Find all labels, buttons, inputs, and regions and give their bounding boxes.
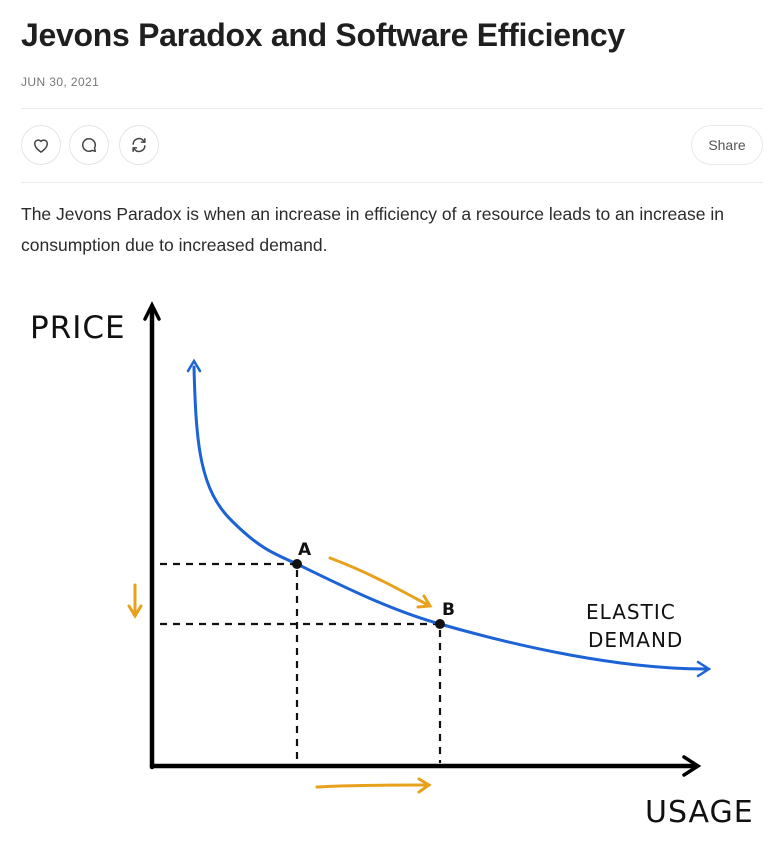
- curve-label-line1: ELASTIC: [586, 600, 676, 624]
- x-axis-arrowhead: [682, 755, 702, 777]
- price-down-arrowhead: [127, 604, 143, 619]
- restack-button[interactable]: [119, 125, 159, 165]
- comment-icon: [81, 137, 97, 152]
- divider-bottom: [21, 182, 763, 183]
- x-axis-label: USAGE: [645, 795, 754, 830]
- point-a: [292, 559, 302, 569]
- diagram-axes: [143, 301, 702, 777]
- point-a-label: A: [298, 540, 312, 560]
- a-to-b-arrow: [328, 556, 430, 607]
- article-title: Jevons Paradox and Software Efficiency: [21, 17, 625, 53]
- y-axis-label: PRICE: [30, 310, 126, 346]
- article-paragraph: The Jevons Paradox is when an increase i…: [21, 204, 724, 255]
- curve-label-line2: DEMAND: [588, 628, 683, 652]
- publish-date: JUN 30, 2021: [21, 75, 100, 89]
- usage-up-arrow: [315, 783, 430, 789]
- point-b: [435, 619, 445, 629]
- point-b-label: B: [442, 600, 455, 620]
- y-axis-arrowhead: [143, 301, 161, 321]
- demand-curve-arrowhead-right: [696, 660, 712, 678]
- a-to-b-arrowhead: [416, 594, 433, 609]
- guide-lines: [160, 562, 442, 763]
- usage-up-arrowhead: [417, 777, 432, 794]
- restack-icon: [132, 137, 146, 153]
- change-arrows: [127, 556, 433, 794]
- jevons-diagram: PRICE USAGE A B ELASTIC DEMAND: [30, 301, 754, 830]
- demand-curve-arrowhead-top: [186, 358, 202, 373]
- demand-curve: [192, 365, 708, 671]
- share-button[interactable]: Share: [691, 125, 763, 165]
- divider-top: [21, 108, 763, 109]
- heart-icon: [34, 139, 48, 153]
- like-button[interactable]: [21, 125, 61, 165]
- comment-button[interactable]: [69, 125, 109, 165]
